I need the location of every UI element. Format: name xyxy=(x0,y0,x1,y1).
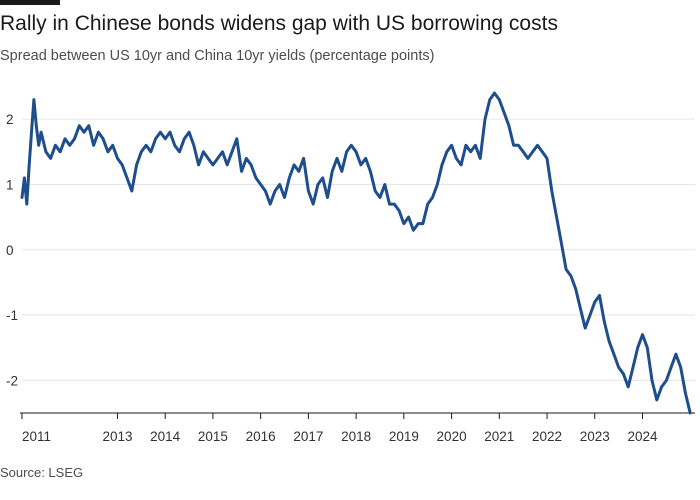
series-line xyxy=(20,91,692,415)
y-tick-label: -2 xyxy=(6,373,18,388)
brand-bar xyxy=(0,0,60,5)
x-tick-label: 2015 xyxy=(198,429,228,444)
x-tick-label: 2018 xyxy=(341,429,371,444)
x-axis xyxy=(20,412,695,419)
y-tick-label: -1 xyxy=(6,308,18,323)
y-tick-label: 1 xyxy=(6,177,14,192)
source-note: Source: LSEG xyxy=(0,465,84,480)
chart-title: Rally in Chinese bonds widens gap with U… xyxy=(0,12,558,35)
x-tick-label: 2011 xyxy=(22,429,51,444)
x-tick-label: 2019 xyxy=(389,429,419,444)
y-axis-labels: -2 -1 0 1 2 xyxy=(6,112,18,388)
x-tick-label: 2023 xyxy=(580,429,610,444)
x-tick-label: 2022 xyxy=(532,429,562,444)
x-axis-labels: 2011 2013 2014 2015 2016 2017 2018 2019 2020 2021… xyxy=(22,429,658,444)
x-tick-label: 2016 xyxy=(246,429,276,444)
x-tick-label: 2013 xyxy=(102,429,132,444)
x-tick-label: 2024 xyxy=(627,429,658,444)
x-tick-label: 2021 xyxy=(484,429,514,444)
y-tick-label: 2 xyxy=(6,112,14,127)
chart-subtitle: Spread between US 10yr and China 10yr yi… xyxy=(0,48,435,64)
y-tick-label: 0 xyxy=(6,243,14,258)
x-tick-label: 2014 xyxy=(150,429,181,444)
x-tick-label: 2020 xyxy=(437,429,467,444)
series-group xyxy=(20,91,692,415)
x-tick-label: 2017 xyxy=(293,429,323,444)
